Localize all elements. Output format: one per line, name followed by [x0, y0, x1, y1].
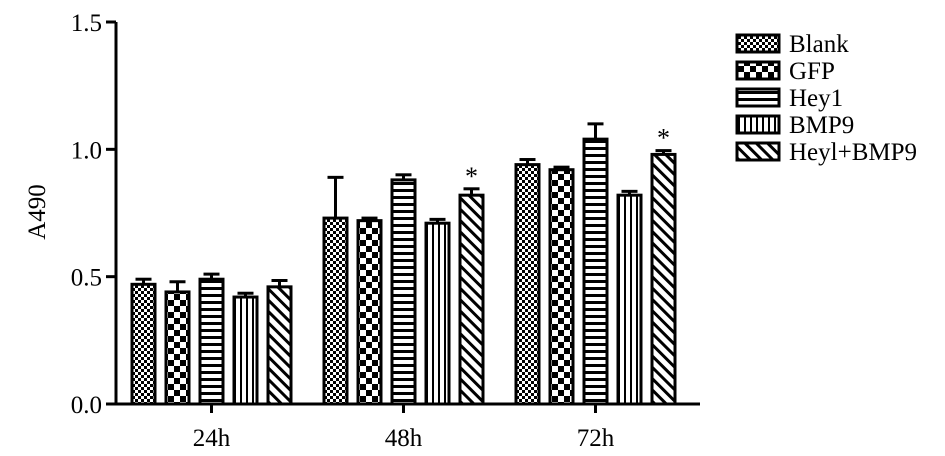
y-tick-label: 1.5: [71, 10, 102, 37]
bar-gfp-24h: [164, 290, 191, 406]
bar-hey1-48h: [390, 178, 417, 406]
y-axis-title: A490: [24, 184, 51, 240]
legend-swatch: [735, 114, 781, 135]
legend-swatch: [735, 87, 781, 108]
bar-bmp9-72h: [616, 193, 643, 406]
bar-blank-48h: [322, 216, 349, 406]
bar-gfp-48h: [356, 219, 383, 406]
y-tick-label: 0.0: [71, 392, 102, 419]
bar-blank-24h: [130, 282, 157, 406]
legend-swatch: [735, 33, 781, 54]
x-category-labels: 24h 48h 72h: [193, 425, 615, 452]
legend-label: Hey1: [789, 85, 843, 112]
bars: [130, 137, 677, 406]
bar-gfp-72h: [548, 168, 575, 406]
bar-hey1-72h: [582, 137, 609, 406]
significance-marker: *: [657, 124, 670, 153]
significance-marker: *: [465, 162, 478, 191]
legend-label: Blank: [789, 31, 849, 58]
bar-heyl-bmp9-72h: [650, 152, 677, 406]
bar-heyl-bmp9-24h: [266, 285, 293, 406]
bar-hey1-24h: [198, 277, 225, 406]
y-tick-labels: 0.0 0.5 1.0 1.5: [71, 10, 102, 419]
x-category-label: 72h: [577, 425, 615, 452]
legend-label: BMP9: [789, 112, 854, 139]
bar-bmp9-48h: [424, 221, 451, 406]
y-tick-label: 1.0: [71, 137, 102, 164]
x-category-label: 48h: [385, 425, 423, 452]
bar-blank-72h: [514, 163, 541, 406]
y-tick-label: 0.5: [71, 265, 102, 292]
legend-swatch: [735, 141, 781, 162]
legend-label: Heyl+BMP9: [789, 139, 917, 166]
x-category-label: 24h: [193, 425, 231, 452]
legend-label: GFP: [789, 58, 835, 85]
legend-swatch: [735, 60, 781, 81]
error-bars: [135, 122, 672, 298]
annotations: **: [465, 124, 670, 191]
bar-heyl-bmp9-48h: [458, 193, 485, 406]
bar-bmp9-24h: [232, 295, 259, 406]
